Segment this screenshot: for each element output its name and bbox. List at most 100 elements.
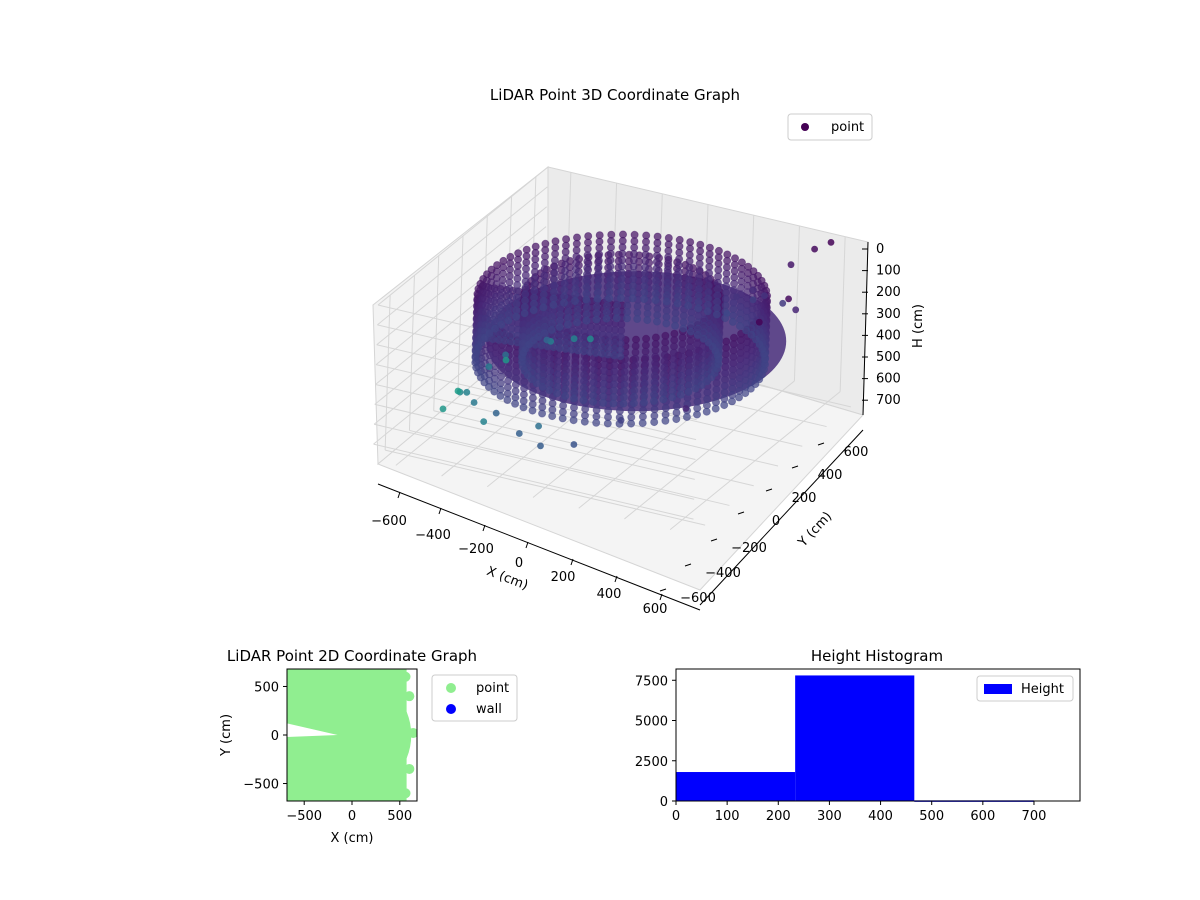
ring-point xyxy=(555,323,564,332)
ring-point xyxy=(676,390,685,399)
ring-point xyxy=(653,317,662,326)
grid-wall-h-line xyxy=(375,384,696,460)
x-axis-tick xyxy=(438,507,442,515)
ring-point xyxy=(549,300,558,309)
x-axis-line xyxy=(377,483,701,611)
ring-point xyxy=(540,329,549,338)
edge-point xyxy=(400,671,411,682)
ring-point xyxy=(693,410,702,419)
ring-point xyxy=(679,324,688,333)
x-axis-tick xyxy=(570,558,574,566)
data-point xyxy=(617,416,625,424)
y-axis-tick-label: −600 xyxy=(680,591,716,606)
edge-point xyxy=(408,728,417,739)
ring-point xyxy=(529,336,538,345)
ring-point xyxy=(558,414,567,423)
histogram-x-tick-label: 700 xyxy=(1022,809,1047,824)
chart-2d-axes: −500 0 500 500 0 −500 xyxy=(243,680,412,824)
grid-wall-h-line xyxy=(373,443,694,520)
chart-2d-y-tick-label: 0 xyxy=(271,729,279,744)
z-axis-tick-label: 700 xyxy=(876,393,901,408)
y-axis-tick xyxy=(765,488,773,492)
data-point xyxy=(761,292,768,299)
x-axis-tick xyxy=(659,593,663,601)
edge-point xyxy=(287,671,295,682)
histogram-y-tick-label: 5000 xyxy=(635,715,668,730)
histogram-bar xyxy=(795,675,915,801)
histogram-title: Height Histogram xyxy=(811,647,943,665)
z-axis-tick-label: 0 xyxy=(876,242,884,257)
ring-point xyxy=(672,415,681,424)
chart-3d-legend-box xyxy=(787,113,873,141)
histogram-x-tick-label: 100 xyxy=(715,809,740,824)
ring-point xyxy=(569,416,578,425)
y-axis-tick-label: 200 xyxy=(792,491,817,506)
ring-point xyxy=(511,399,520,408)
ring-point xyxy=(640,295,649,304)
chart-2d-x-tick-label: 0 xyxy=(348,809,356,824)
chart-2d-x-tick-label: 500 xyxy=(387,809,412,824)
data-point xyxy=(570,335,578,343)
ring-point xyxy=(553,389,562,398)
x-axis-tick xyxy=(614,575,618,583)
ring-point xyxy=(579,396,588,405)
x-axis-tick-label: −600 xyxy=(371,514,407,529)
grid-wall-x-line xyxy=(433,255,440,411)
x-axis-tick-label: −200 xyxy=(458,542,494,557)
ring-point xyxy=(702,407,711,416)
data-point xyxy=(535,422,542,430)
z-axis-tick-label: 100 xyxy=(876,264,901,279)
grid-wall-y-line xyxy=(839,236,846,392)
ring-point xyxy=(545,386,554,395)
histogram-bars xyxy=(676,675,1034,802)
histogram-legend-swatch xyxy=(984,684,1012,694)
ring-point xyxy=(529,306,538,315)
y-axis-tick-label: −400 xyxy=(705,566,741,581)
ring-point xyxy=(520,309,529,318)
ring-point xyxy=(548,412,557,421)
z-axis-ticks: 0 100 200 300 400 500 600 700 xyxy=(862,242,901,408)
histogram-legend-label: Height xyxy=(1021,682,1064,697)
histogram-x-tick-label: 0 xyxy=(672,809,680,824)
ring-point xyxy=(619,399,628,408)
chart-3d: LiDAR Point 3D Coordinate Graph 0 100 200 3… xyxy=(371,86,926,617)
grid-floor-y-line xyxy=(669,391,841,531)
ring-point xyxy=(627,419,636,428)
grid-wall-x-line xyxy=(384,295,391,451)
histogram-bar xyxy=(676,772,796,801)
x-axis-label: X (cm) xyxy=(484,564,530,593)
chart-2d-legend-wall-marker xyxy=(446,704,456,714)
histogram-y-tick-label: 0 xyxy=(660,795,668,810)
data-point xyxy=(811,245,818,253)
data-point xyxy=(587,335,594,343)
grid-wall-x-line xyxy=(457,235,464,392)
data-point xyxy=(787,261,795,269)
ring-point xyxy=(538,382,547,391)
ring-point xyxy=(519,403,528,412)
ring-point xyxy=(651,296,660,305)
z-axis-label: H (cm) xyxy=(911,304,926,348)
histogram-x-tick-label: 600 xyxy=(970,809,995,824)
ring-point xyxy=(623,314,632,323)
chart-3d-grid xyxy=(373,166,851,531)
histogram-y-tick-label: 2500 xyxy=(635,755,668,770)
x-axis-tick xyxy=(525,541,529,549)
y-axis-tick xyxy=(791,465,799,469)
ring-point xyxy=(599,398,608,407)
y-axis-tick xyxy=(684,563,692,567)
grid-wall-h-line xyxy=(374,403,695,480)
x-axis-tick xyxy=(397,491,401,499)
chart-2d-legend-wall-label: wall xyxy=(476,702,502,717)
histogram-legend-box xyxy=(976,675,1074,702)
grid-wall-h-line xyxy=(376,206,548,346)
grid-wall-y-line xyxy=(793,225,800,381)
y-axis-tick xyxy=(817,442,825,446)
ring-point xyxy=(512,312,521,321)
chart-3d-legend: point xyxy=(787,113,873,141)
chart-2d-x-tick-label: −500 xyxy=(286,809,322,824)
ring-point xyxy=(735,321,744,330)
ring-point xyxy=(628,294,637,303)
data-point xyxy=(723,310,731,317)
z-axis-tick-label: 300 xyxy=(876,307,901,322)
y-axis-tick-label: 600 xyxy=(844,445,869,460)
